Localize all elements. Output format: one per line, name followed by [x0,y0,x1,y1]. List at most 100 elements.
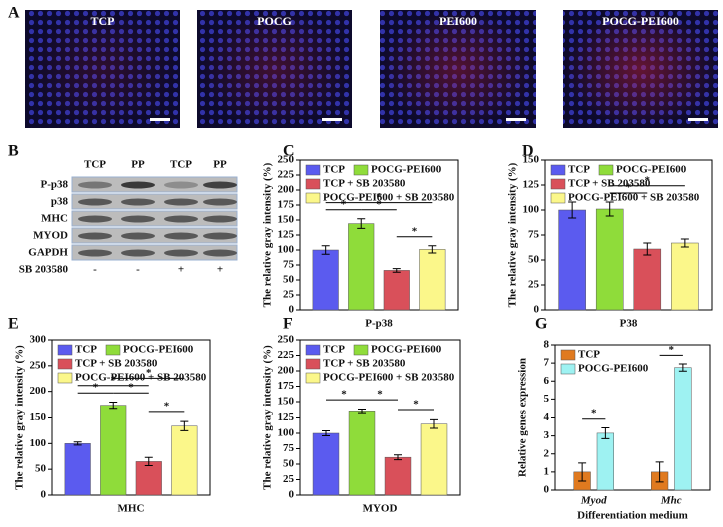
y-tick-label: 0 [289,489,295,501]
error-bar [180,420,189,431]
legend-label: POCG-PEI600 + SB 203580 [568,192,700,204]
legend-label: TCP [578,349,600,361]
legend-swatch [305,192,321,204]
error-bar [605,201,614,217]
bar [100,405,127,496]
legend-swatch [353,164,369,176]
scale-bar [150,118,170,121]
bar [671,242,699,311]
blot-row-label: MHC [41,213,68,225]
y-tick-label: 0 [544,484,550,496]
error-bar [144,456,153,467]
legend-swatch [550,192,566,204]
y-tick-label: 25 [528,279,540,291]
y-tick-label: 6 [544,375,550,387]
blot-row-label: GAPDH [28,247,68,259]
legend-label: POCG-PEI600 [616,164,687,176]
y-tick-label: 175 [278,380,295,392]
error-bar [655,461,664,483]
blot-treatment: SB 203580 [19,264,69,276]
x-axis-label: P38 [620,318,638,330]
significance-label: * [413,399,419,411]
y-tick-label: 75 [283,442,295,454]
y-tick-label: 50 [35,463,47,475]
blot-row-label: P-p38 [41,179,69,191]
bar [171,425,198,496]
y-tick-label: 8 [544,339,550,351]
bar [383,270,410,311]
legend-label: TCP [323,344,345,356]
x-tick-label: Myod [580,495,607,507]
error-bar [680,238,689,248]
blot-row-label: p38 [51,196,69,208]
y-tick-label: 50 [283,274,295,286]
y-tick-label: 150 [278,396,295,408]
legend-label: POCG-PEI600 [123,344,194,356]
error-bar [678,363,687,372]
panel-letter: A [8,5,20,22]
blot-band [78,181,112,189]
y-tick-label: 7 [544,357,550,369]
x-axis-label: MHC [118,503,145,515]
y-tick-label: 225 [278,349,295,361]
y-axis-label: Relative genes expression [517,358,529,477]
blot-band [78,215,112,223]
bar [384,456,412,496]
legend-swatch [305,164,321,176]
bar [312,249,339,311]
bar [558,209,586,311]
significance-label: * [341,198,347,210]
bar [420,423,448,496]
y-tick-label: 100 [278,427,295,439]
significance-label: * [93,382,99,394]
error-bar [73,441,82,446]
legend-swatch [550,164,566,176]
y-tick-label: 0 [41,489,47,501]
legend-swatch [560,349,576,361]
scale-bar [688,118,708,121]
error-bar [578,462,587,482]
error-bar [392,268,401,273]
legend-swatch [305,178,321,190]
blot-column: TCP [84,159,106,171]
y-tick-label: 50 [283,458,295,470]
y-tick-label: 75 [283,259,295,271]
panel-letter: B [8,143,19,160]
error-bar [357,218,366,229]
error-bar [394,454,402,461]
bar [348,223,375,311]
bar [596,432,614,491]
legend-label: TCP + SB 203580 [323,178,406,190]
y-tick-label: 50 [528,254,540,266]
significance-label: * [128,382,134,394]
panel-letter: F [283,316,293,333]
y-tick-label: 250 [278,334,295,346]
legend-label: POCG-PEI600 [371,164,442,176]
image-label: POCG [257,14,292,28]
y-tick-label: 4 [544,411,550,423]
error-bar [643,242,652,256]
legend-swatch [353,344,369,356]
y-tick-label: 100 [523,204,540,216]
bar [64,443,91,496]
blot-row-label: MYOD [33,230,68,242]
bar [674,367,692,491]
y-tick-label: 100 [30,437,47,449]
blot-band [78,249,112,257]
blot-band [203,198,237,206]
y-tick-label: 2 [544,447,550,459]
blot-band [203,232,237,240]
blot-column: PP [213,159,227,171]
y-tick-label: 200 [30,385,47,397]
error-bar [430,418,438,429]
image-label: PEI600 [439,14,477,28]
legend-swatch [57,372,73,384]
blot-column: TCP [170,159,192,171]
blot-band [121,232,155,240]
bar [348,411,376,496]
blot-band [121,181,155,189]
panel-letter: C [283,143,295,160]
blot-sign: - [93,264,97,276]
panel-letter: G [535,316,548,333]
micrograph-glow [197,10,352,128]
